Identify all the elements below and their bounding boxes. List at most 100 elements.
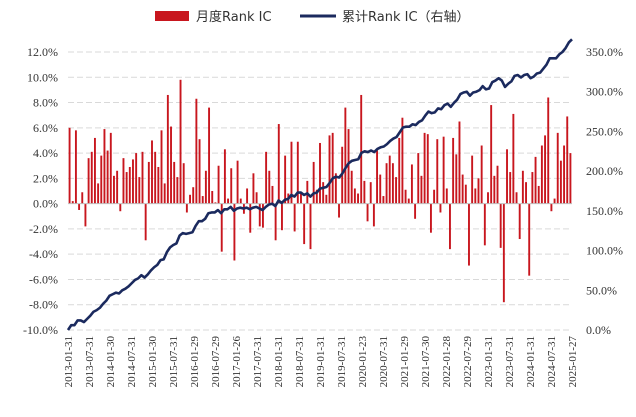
monthly-ic-bar <box>233 203 236 261</box>
monthly-ic-bar <box>449 203 451 250</box>
monthly-ic-bar <box>474 188 477 204</box>
monthly-ic-bar <box>407 198 410 204</box>
monthly-ic-bar <box>97 183 100 204</box>
monthly-ic-bar <box>391 163 394 204</box>
monthly-ic-bar <box>540 145 543 204</box>
monthly-ic-bar <box>166 94 169 204</box>
right-axis-tick-label: 100.0% <box>586 244 623 258</box>
monthly-ic-bar <box>401 117 404 204</box>
monthly-ic-bar <box>334 173 337 204</box>
x-axis-tick-label: 2017-07-31 <box>252 336 264 387</box>
x-axis-tick-label: 2013-07-31 <box>84 336 96 387</box>
monthly-ic-bar <box>268 170 271 204</box>
monthly-ic-bar <box>281 203 283 231</box>
left-axis-tick-label: -10.0% <box>23 323 58 337</box>
x-axis-tick-label: 2019-07-31 <box>336 336 348 387</box>
x-axis-tick-label: 2016-01-29 <box>189 336 201 388</box>
monthly-ic-bar <box>265 151 268 204</box>
monthly-ic-bar <box>106 150 109 204</box>
monthly-ic-bar <box>353 188 356 204</box>
monthly-ic-bar <box>328 135 331 204</box>
monthly-ic-bar <box>109 132 112 204</box>
monthly-ic-bar <box>74 130 77 204</box>
monthly-ic-bar <box>496 165 499 204</box>
monthly-ic-bar <box>138 177 141 204</box>
monthly-ic-bar <box>125 172 128 204</box>
monthly-ic-bar <box>366 203 369 222</box>
right-axis-tick-label: 250.0% <box>586 124 623 138</box>
monthly-ic-bar <box>506 149 508 204</box>
monthly-ic-bar <box>170 126 172 204</box>
monthly-ic-bar <box>173 161 176 204</box>
monthly-ic-bar <box>547 97 550 204</box>
left-axis-tick-label: 10.0% <box>27 70 58 84</box>
monthly-ic-bar <box>277 124 280 204</box>
monthly-ic-bar <box>404 189 407 204</box>
legend: 月度Rank IC 累计Rank IC（右轴） <box>155 9 470 25</box>
right-axis-tick-label: 150.0% <box>586 204 623 218</box>
monthly-ic-bar <box>198 139 201 204</box>
monthly-ic-bar <box>296 141 299 204</box>
monthly-ic-bar <box>151 140 153 204</box>
left-axis-tick-label: 2.0% <box>33 171 58 185</box>
monthly-ic-bar <box>189 194 191 204</box>
monthly-ic-bar <box>252 173 255 204</box>
monthly-ic-bar <box>192 187 195 204</box>
x-axis-tick-label: 2016-07-29 <box>210 336 222 388</box>
monthly-ic-bar <box>452 137 455 204</box>
monthly-ic-bar <box>382 196 385 204</box>
monthly-ic-bar <box>315 189 318 204</box>
monthly-ic-bar <box>230 168 233 204</box>
monthly-ic-bar <box>84 203 87 227</box>
monthly-ic-bar <box>303 203 306 245</box>
x-axis-tick-label: 2014-01-30 <box>105 336 117 388</box>
x-axis-tick-label: 2015-07-31 <box>168 336 180 387</box>
right-axis-tick-label: 50.0% <box>586 283 617 297</box>
monthly-ic-bar <box>236 160 239 204</box>
monthly-ic-bar <box>556 132 559 204</box>
monthly-ic-bar <box>154 151 157 204</box>
monthly-ic-bar <box>284 155 287 204</box>
monthly-ic-bar <box>87 158 90 204</box>
monthly-ic-bar <box>512 113 515 204</box>
monthly-ic-bar <box>258 203 261 227</box>
left-axis-tick-label: 6.0% <box>33 121 58 135</box>
monthly-ic-bar <box>436 139 439 204</box>
monthly-ic-bar <box>185 203 188 213</box>
monthly-ic-bar <box>499 203 502 248</box>
monthly-ic-bar <box>176 177 179 204</box>
monthly-ic-bar <box>325 194 328 204</box>
right-axis-tick-label: 350.0% <box>586 45 623 59</box>
monthly-ic-bar <box>249 203 252 233</box>
monthly-ic-bar <box>423 132 426 204</box>
monthly-ic-bar <box>261 203 264 228</box>
monthly-ic-bar <box>442 136 445 204</box>
monthly-ic-bar <box>201 196 204 204</box>
x-axis-tick-label: 2020-01-23 <box>357 336 369 388</box>
x-axis-tick-label: 2025-01-27 <box>567 336 579 388</box>
monthly-ic-bar <box>78 203 81 210</box>
monthly-ic-bar <box>357 193 359 204</box>
monthly-ic-bar <box>81 192 84 204</box>
monthly-ic-bar <box>204 170 207 204</box>
monthly-ic-bar <box>502 203 505 303</box>
monthly-ic-bar <box>300 193 302 204</box>
monthly-ic-bar <box>518 203 521 240</box>
x-axis-tick-label: 2021-07-30 <box>420 336 432 388</box>
monthly-ic-bar <box>531 172 534 204</box>
monthly-ic-bar <box>445 188 448 204</box>
x-axis-tick-label: 2013-01-31 <box>63 336 75 387</box>
monthly-ic-bar <box>559 160 562 204</box>
monthly-ic-bar <box>566 116 569 204</box>
monthly-ic-bar <box>322 182 325 204</box>
monthly-ic-bar <box>534 156 537 204</box>
x-axis-tick-label: 2022-07-29 <box>462 336 474 388</box>
monthly-ic-bar <box>410 164 413 204</box>
monthly-ic-bar <box>163 183 166 204</box>
x-axis-tick-label: 2023-01-31 <box>483 336 495 387</box>
legend-line-label: 累计Rank IC（右轴） <box>342 10 470 25</box>
left-axis-tick-label: -6.0% <box>29 272 58 286</box>
monthly-ic-bar <box>521 170 524 204</box>
monthly-ic-bar <box>477 178 480 204</box>
